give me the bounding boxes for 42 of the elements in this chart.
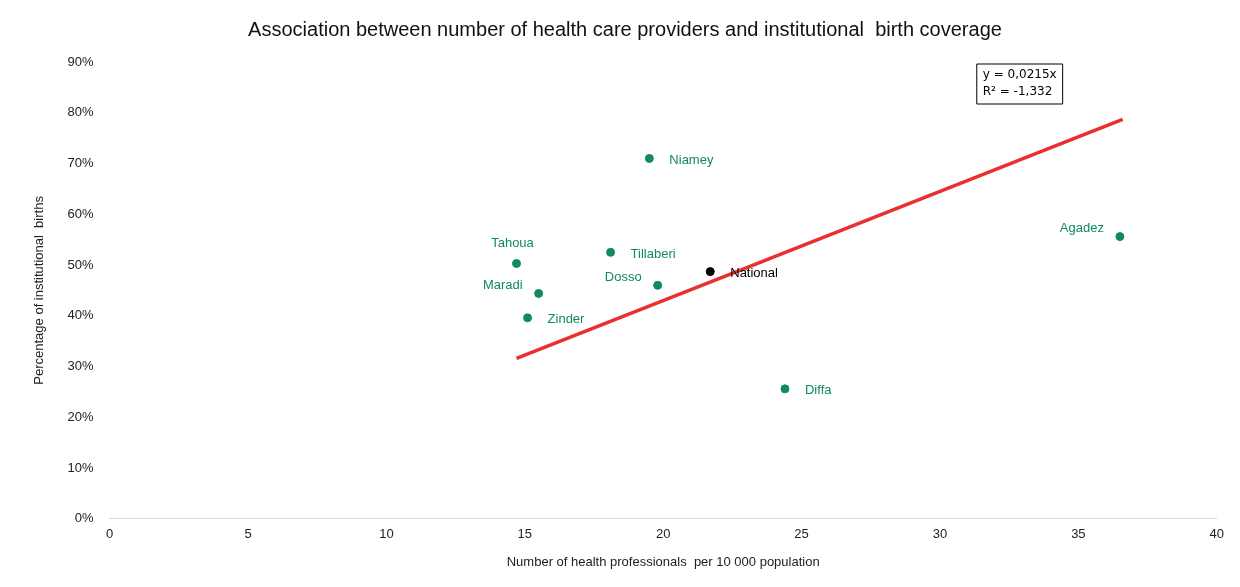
y-tick-label: 90% xyxy=(67,53,95,69)
x-tick-label: 40 xyxy=(1209,526,1224,542)
y-tick-label: 30% xyxy=(67,358,95,374)
point xyxy=(523,313,533,323)
point xyxy=(512,259,521,268)
point xyxy=(780,384,790,394)
annotation: Zinder xyxy=(547,311,586,327)
x-axis-title: Number of health professionals per 10 000 population xyxy=(506,553,820,569)
x-tick-label: 5 xyxy=(244,526,252,542)
annotation: Diffa xyxy=(804,382,833,398)
x-tick-label: 0 xyxy=(106,526,114,542)
x-tick-label: 10 xyxy=(379,526,394,542)
annotation: Niamey xyxy=(669,152,714,168)
x-tick-label: 20 xyxy=(655,526,671,542)
point xyxy=(705,267,715,277)
annotation: Tahoua xyxy=(491,235,535,251)
y-tick-label: 80% xyxy=(67,104,95,120)
point xyxy=(606,247,616,257)
chart-title: Association between number of health care providers and institutional birth coverage xyxy=(248,17,1002,40)
annotation: National xyxy=(730,265,779,281)
x-tick-label: 25 xyxy=(794,526,809,542)
y-tick-label: 40% xyxy=(67,307,95,323)
y-tick-label: 70% xyxy=(67,155,95,171)
y-axis-title: Percentage of institutional births xyxy=(31,195,47,385)
y-tick-label: 10% xyxy=(67,459,95,475)
annotation: Maradi xyxy=(482,277,523,293)
point xyxy=(644,153,654,163)
y-tick-label: 0% xyxy=(74,510,95,526)
point xyxy=(653,280,663,290)
y-tick-label: 50% xyxy=(67,256,95,272)
annotation: Dosso xyxy=(604,268,642,284)
annotation: R² = -1,332 xyxy=(982,84,1053,99)
point xyxy=(1115,232,1125,242)
annotation: y = 0,0215x xyxy=(982,67,1057,82)
x-tick-label: 15 xyxy=(517,526,533,542)
annotation: Tillaberi xyxy=(630,245,676,261)
y-tick-label: 20% xyxy=(67,408,95,424)
x-tick-label: 30 xyxy=(932,526,948,542)
annotation: Agadez xyxy=(1059,220,1104,236)
y-tick-label: 60% xyxy=(67,205,95,221)
x-tick-label: 35 xyxy=(1071,526,1086,542)
point xyxy=(534,288,544,298)
